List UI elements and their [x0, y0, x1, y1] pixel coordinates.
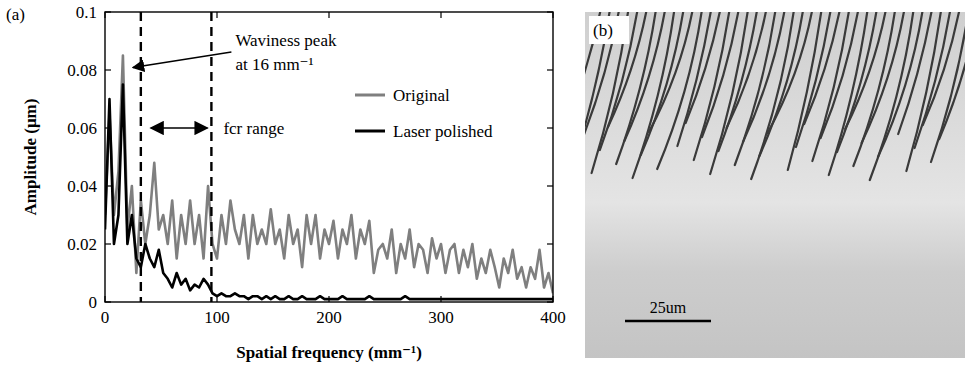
streak: [837, 12, 877, 152]
series-line: [105, 85, 553, 300]
streak: [862, 12, 905, 143]
y-tick-label: 0.08: [67, 61, 97, 80]
figure: (a) 0 0.02 0.04 0.06 0.08 0.1 0 100 200 300 400 Spat…: [0, 0, 975, 371]
annotation: fcr range: [223, 119, 284, 138]
x-tick-label: 300: [428, 308, 454, 327]
x-tick-label: 200: [316, 308, 342, 327]
legend-swatch: [355, 94, 385, 97]
streak: [641, 12, 684, 155]
streak: [804, 12, 840, 124]
legend-label: Laser polished: [393, 122, 493, 141]
scale-bar: [625, 320, 711, 323]
y-tick: [105, 69, 111, 70]
micrograph: [585, 12, 965, 358]
streak: [915, 12, 951, 148]
panel-label: (a): [6, 5, 25, 24]
annotation-arrow: [133, 52, 231, 68]
streak: [939, 12, 965, 139]
y-tick: [105, 243, 111, 244]
dashed-line: [140, 12, 142, 302]
streak: [751, 12, 794, 179]
series-group: [105, 56, 553, 300]
x-tick-label: 0: [101, 308, 110, 327]
streak: [727, 12, 767, 128]
streak: [686, 12, 721, 123]
x-axis-title: Spatial frequency (mm⁻¹): [236, 343, 422, 362]
x-tick: [440, 12, 441, 18]
micrograph-streaks: [585, 12, 965, 180]
streak: [702, 12, 739, 137]
streak: [931, 12, 965, 162]
streak: [735, 12, 776, 165]
y-tick: [547, 69, 553, 70]
streak: [923, 12, 960, 125]
scale-bar-label: 25um: [650, 299, 687, 316]
x-tick-label: 100: [204, 308, 230, 327]
x-tick-label: 400: [540, 308, 566, 327]
annotation: Waviness peak: [235, 31, 337, 50]
y-tick-label: 0.06: [67, 119, 97, 138]
plot-frame: [105, 12, 553, 302]
streak: [870, 12, 914, 180]
x-tick: [216, 12, 217, 18]
label-patch: [589, 16, 629, 44]
legend-label: Original: [393, 86, 450, 105]
streak: [718, 12, 757, 151]
streak: [845, 12, 886, 129]
panel-label: (b): [593, 21, 613, 40]
y-tick: [547, 243, 553, 244]
y-tick-label: 0.1: [76, 3, 97, 22]
y-tick-label: 0.02: [67, 235, 97, 254]
streak: [812, 12, 849, 161]
streak: [624, 12, 665, 141]
y-tick: [547, 185, 553, 186]
range-arrow: [151, 127, 208, 129]
y-tick-label: 0.04: [67, 177, 97, 196]
y-axis-title: Amplitude (μm): [21, 99, 40, 216]
streak: [633, 12, 675, 178]
legend-swatch: [355, 130, 385, 133]
streak: [657, 12, 702, 169]
streak: [821, 12, 859, 138]
streak: [743, 12, 785, 142]
y-tick-label: 0: [89, 293, 98, 312]
streak: [853, 12, 895, 166]
series-line: [105, 56, 553, 294]
x-tick: [328, 12, 329, 18]
y-tick: [547, 127, 553, 128]
annotation: at 16 mm⁻¹: [235, 55, 313, 74]
